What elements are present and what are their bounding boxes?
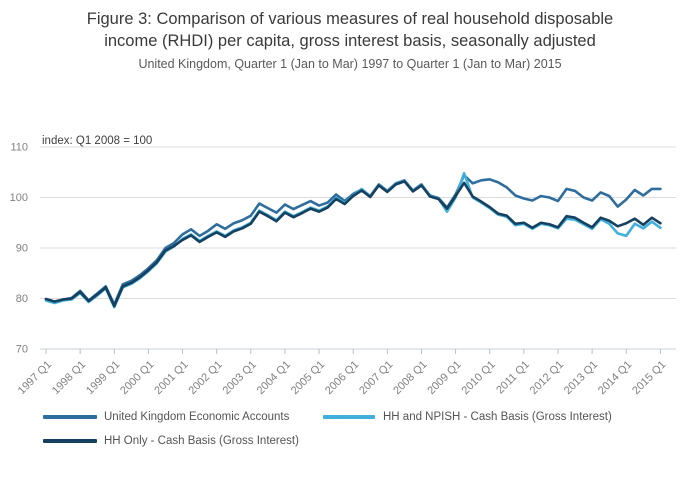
chart-title: Figure 3: Comparison of various measures… xyxy=(0,8,700,52)
x-tick-label: 2011 Q1 xyxy=(494,359,532,397)
x-tick-label: 2013 Q1 xyxy=(562,359,600,397)
x-tick-label: 2008 Q1 xyxy=(391,359,429,397)
legend-item-hh-only-cash-basis[interactable]: HH Only - Cash Basis (Gross Interest) xyxy=(43,434,299,448)
legend-label-uk-economic-accounts: United Kingdom Economic Accounts xyxy=(104,411,290,423)
y-tick-label: 110 xyxy=(10,142,28,154)
x-tick-label: 2010 Q1 xyxy=(460,359,498,397)
x-tick-label: 2009 Q1 xyxy=(425,359,463,397)
x-tick-label: 2000 Q1 xyxy=(118,359,156,397)
x-tick-label: 2005 Q1 xyxy=(289,359,327,397)
x-tick-label: 1999 Q1 xyxy=(84,359,122,397)
chart-subtitle: United Kingdom, Quarter 1 (Jan to Mar) 1… xyxy=(138,57,562,71)
legend-swatch-uk-economic-accounts xyxy=(43,415,97,419)
x-tick-label: 2001 Q1 xyxy=(152,359,190,397)
x-tick-label: 2004 Q1 xyxy=(255,359,293,397)
legend-item-hh-and-npish-cash-basis[interactable]: HH and NPISH - Cash Basis (Gross Interes… xyxy=(323,410,612,424)
x-tick-label: 2002 Q1 xyxy=(186,359,224,397)
legend-swatch-hh-and-npish-cash-basis xyxy=(323,415,375,419)
x-tick-label: 2014 Q1 xyxy=(596,359,634,397)
y-tick-label: 70 xyxy=(16,344,28,356)
y-tick-label: 80 xyxy=(16,293,28,305)
chart-title-line1: Figure 3: Comparison of various measures… xyxy=(86,10,614,28)
series-line-3 xyxy=(44,180,662,308)
x-tick-label: 1997 Q1 xyxy=(16,359,54,397)
legend-swatch-hh-only-cash-basis xyxy=(43,439,97,443)
legend-item-uk-economic-accounts[interactable]: United Kingdom Economic Accounts xyxy=(43,410,289,424)
y-tick-label: 90 xyxy=(16,243,28,255)
x-tick-label: 2012 Q1 xyxy=(528,359,566,397)
x-tick-label: 2007 Q1 xyxy=(357,359,395,397)
legend-label-hh-only-cash-basis: HH Only - Cash Basis (Gross Interest) xyxy=(104,435,299,447)
x-tick-label: 2006 Q1 xyxy=(323,359,361,397)
index-annotation: index: Q1 2008 = 100 xyxy=(42,135,152,147)
legend-label-hh-and-npish-cash-basis: HH and NPISH - Cash Basis (Gross Interes… xyxy=(383,411,612,423)
x-tick-label: 2015 Q1 xyxy=(630,359,668,397)
x-tick-label: 1998 Q1 xyxy=(50,359,88,397)
chart-title-line2: income (RHDI) per capita, gross interest… xyxy=(104,32,596,50)
y-tick-label: 100 xyxy=(10,192,28,204)
x-tick-label: 2003 Q1 xyxy=(221,359,259,397)
